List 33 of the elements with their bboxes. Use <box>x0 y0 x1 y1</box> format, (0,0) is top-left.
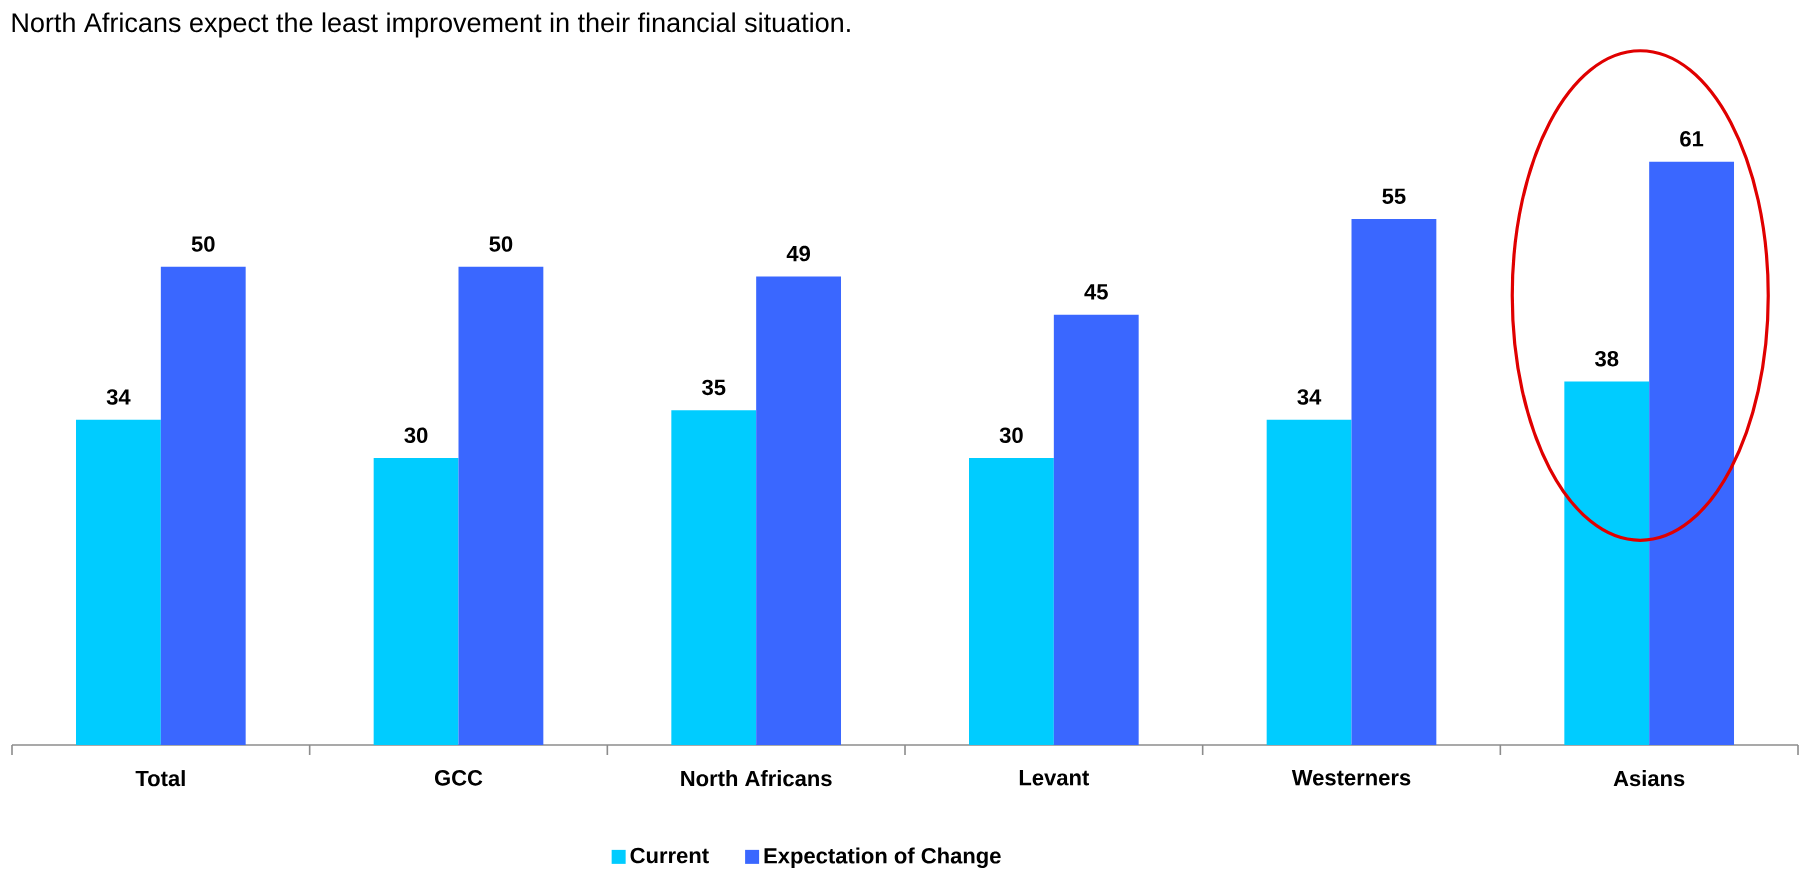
bar <box>1564 381 1650 745</box>
bar <box>160 266 246 745</box>
legend-label: Current <box>630 847 709 864</box>
x-tick-label: GCC <box>434 770 483 786</box>
x-tick-label: Total <box>135 770 185 787</box>
data-label: 45 <box>1084 284 1108 300</box>
bar <box>671 410 757 745</box>
x-tick-label: Levant <box>1019 770 1090 786</box>
data-label: 34 <box>1297 389 1322 405</box>
data-label: 50 <box>489 236 513 252</box>
data-label: 55 <box>1382 188 1406 204</box>
bar <box>1649 161 1735 745</box>
bar <box>969 458 1054 745</box>
x-tick-label: Asians <box>1613 770 1685 787</box>
data-label: 50 <box>191 236 215 252</box>
bar <box>1266 419 1352 745</box>
data-label: 30 <box>999 427 1023 444</box>
bar <box>373 458 459 745</box>
x-tick-label: North Africans <box>681 770 832 787</box>
data-label: 49 <box>786 245 810 262</box>
data-label: 30 <box>404 427 428 444</box>
bar <box>76 419 161 745</box>
chart-title: North Africans expect the least improvement in their financial situation. <box>12 12 850 38</box>
bar <box>756 276 842 745</box>
bar <box>458 266 544 745</box>
data-label: 38 <box>1595 350 1619 367</box>
legend-label: Expectation of Change <box>764 847 1001 869</box>
bar <box>1351 219 1437 745</box>
data-label: 61 <box>1680 131 1704 147</box>
bar <box>1053 314 1139 745</box>
x-tick-label: Westerners <box>1291 770 1411 786</box>
data-label: 35 <box>702 379 726 396</box>
data-label: 34 <box>106 389 131 405</box>
